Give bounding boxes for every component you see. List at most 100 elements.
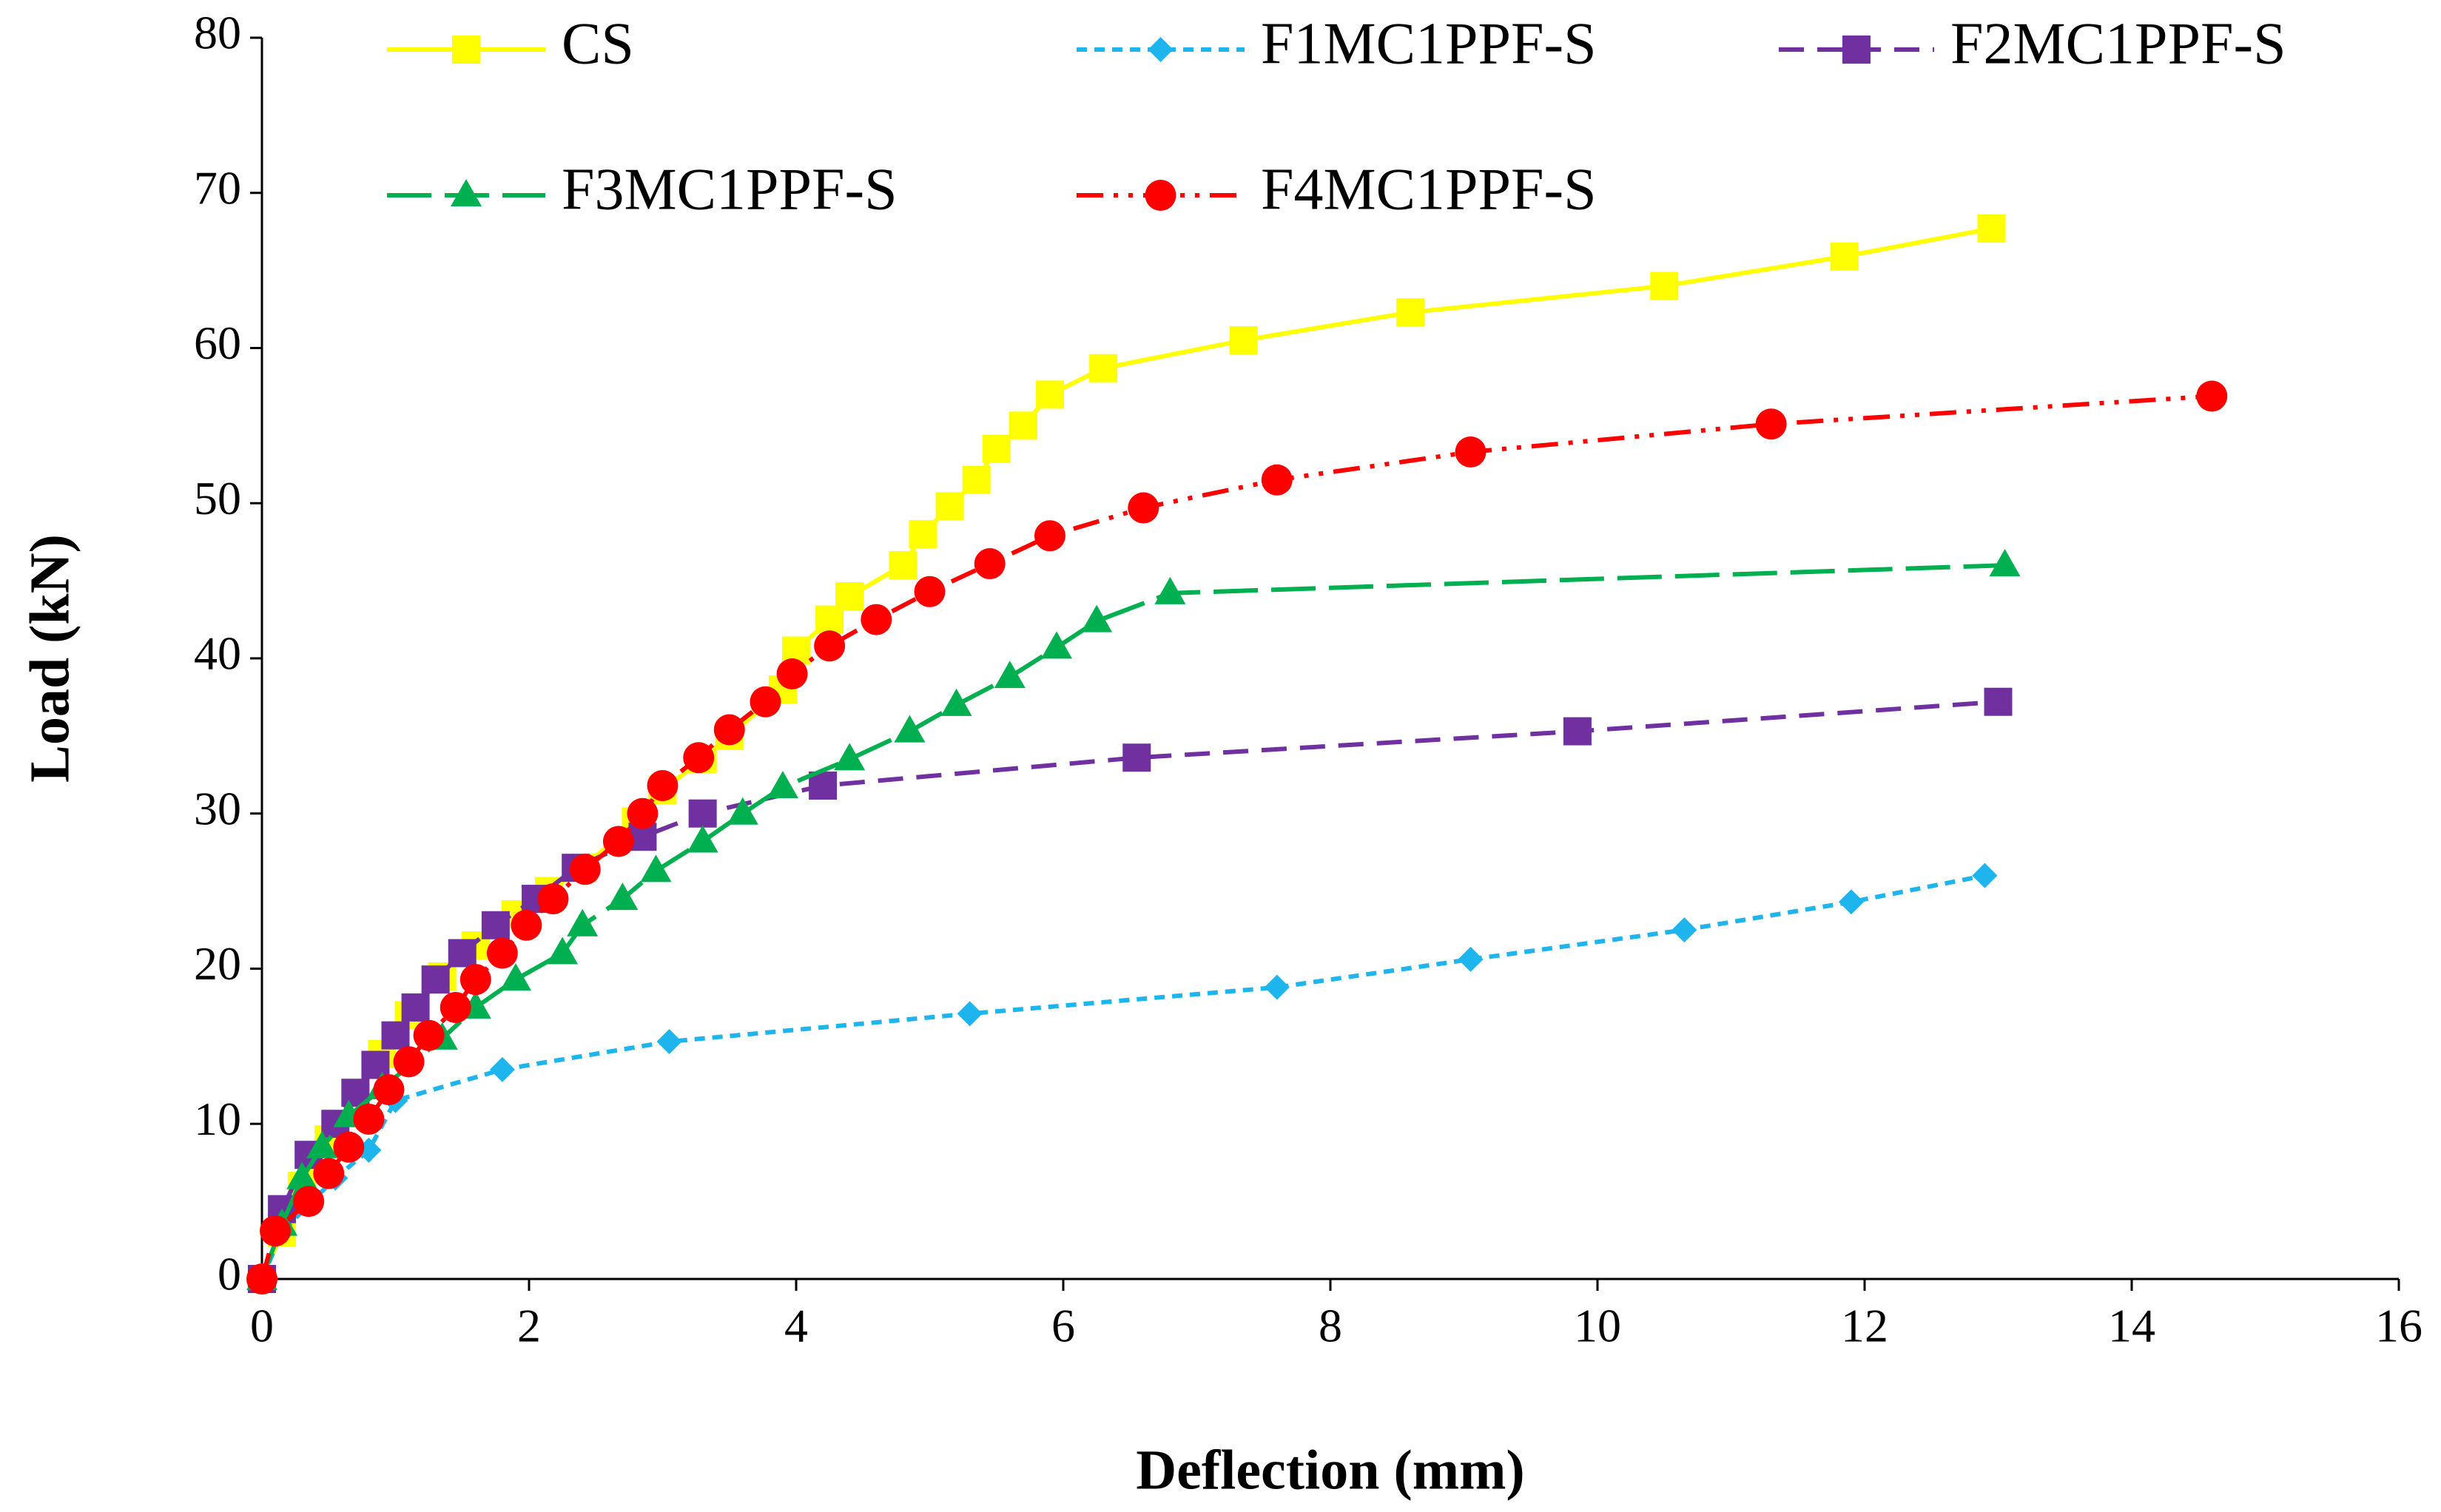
data-point [1671, 917, 1697, 943]
data-point [448, 939, 477, 968]
data-point [537, 883, 569, 915]
data-point [361, 1050, 390, 1079]
data-point [1458, 946, 1484, 972]
data-point [647, 769, 679, 801]
legend-marker [1842, 36, 1871, 64]
data-point [607, 882, 639, 911]
data-point [1989, 549, 2021, 577]
data-point [894, 715, 926, 743]
legend-label: CS [562, 11, 634, 76]
data-point [1089, 354, 1118, 382]
data-point [313, 1158, 345, 1189]
data-point [713, 714, 745, 746]
data-point [861, 604, 892, 635]
data-point [1264, 974, 1290, 1000]
data-point [982, 434, 1011, 463]
x-tick-label: 16 [2375, 1300, 2423, 1352]
data-point [627, 797, 659, 829]
data-point [293, 1186, 325, 1218]
series-line [260, 394, 2212, 1280]
data-point [688, 799, 717, 828]
data-point [1977, 214, 2006, 243]
data-point [499, 963, 531, 991]
data-point [974, 548, 1006, 580]
data-point [994, 661, 1026, 689]
data-point [1650, 271, 1679, 300]
data-point [393, 1046, 425, 1078]
data-point [381, 1021, 410, 1050]
data-point [962, 465, 991, 494]
y-tick-label: 70 [194, 161, 241, 214]
data-point [767, 771, 798, 799]
data-point [401, 993, 430, 1022]
legend-label: F3MC1PPF-S [562, 157, 898, 222]
legend-marker [1145, 180, 1176, 211]
legend-item: F1MC1PPF-S [1077, 11, 1597, 76]
data-point [1972, 863, 1998, 888]
data-point [286, 1161, 318, 1189]
data-point [1009, 411, 1037, 440]
data-point [569, 854, 601, 885]
data-point [1122, 743, 1151, 772]
data-point [459, 964, 491, 996]
legend-item: F4MC1PPF-S [1077, 157, 1597, 222]
data-point [640, 854, 672, 882]
data-point [935, 492, 964, 521]
legend-marker [451, 179, 482, 206]
y-tick-label: 10 [194, 1093, 241, 1145]
series [246, 549, 2021, 1290]
data-point [914, 576, 946, 607]
y-tick-label: 0 [218, 1248, 241, 1300]
data-point [260, 1215, 292, 1246]
x-tick-label: 10 [1574, 1300, 1621, 1352]
data-point [834, 743, 866, 771]
y-tick-label: 80 [194, 7, 241, 59]
legend-marker [452, 36, 480, 64]
data-point [1040, 631, 1072, 659]
data-point [1830, 242, 1859, 271]
data-point [940, 688, 972, 716]
data-point [835, 582, 864, 611]
data-point [909, 520, 937, 549]
y-tick-label: 60 [194, 317, 241, 369]
legend-item: F3MC1PPF-S [387, 157, 898, 222]
data-point [246, 1263, 277, 1295]
data-point [567, 908, 599, 936]
data-point [440, 991, 471, 1023]
data-point [1261, 464, 1293, 496]
data-point [1035, 380, 1064, 409]
y-tick-label: 30 [194, 782, 241, 834]
data-point [547, 936, 579, 965]
data-point [333, 1131, 365, 1163]
data-point [1034, 520, 1065, 552]
legend-label: F2MC1PPF-S [1950, 11, 2286, 76]
data-point [750, 686, 781, 718]
data-point [1838, 889, 1864, 915]
data-point [957, 1001, 983, 1027]
legend-item: F2MC1PPF-S [1779, 11, 2286, 76]
data-point [489, 1056, 515, 1082]
x-tick-label: 4 [784, 1300, 808, 1352]
x-tick-label: 2 [517, 1300, 541, 1352]
data-point [1396, 298, 1425, 327]
data-point [1984, 687, 2013, 716]
data-point [1154, 576, 1186, 604]
data-point [683, 742, 715, 774]
legend-label: F1MC1PPF-S [1261, 11, 1597, 76]
data-point [373, 1074, 405, 1106]
data-point [421, 965, 450, 994]
data-point [486, 937, 518, 969]
x-tick-label: 12 [1841, 1300, 1888, 1352]
data-point [776, 658, 808, 689]
data-point [413, 1019, 445, 1051]
data-point [1563, 717, 1592, 746]
y-axis-title: Load (kN) [18, 534, 81, 783]
y-tick-label: 50 [194, 472, 241, 524]
data-point [481, 911, 510, 939]
data-point [1128, 492, 1159, 524]
legend-item: CS [387, 11, 634, 76]
data-point [602, 826, 634, 857]
data-point [1229, 326, 1258, 355]
